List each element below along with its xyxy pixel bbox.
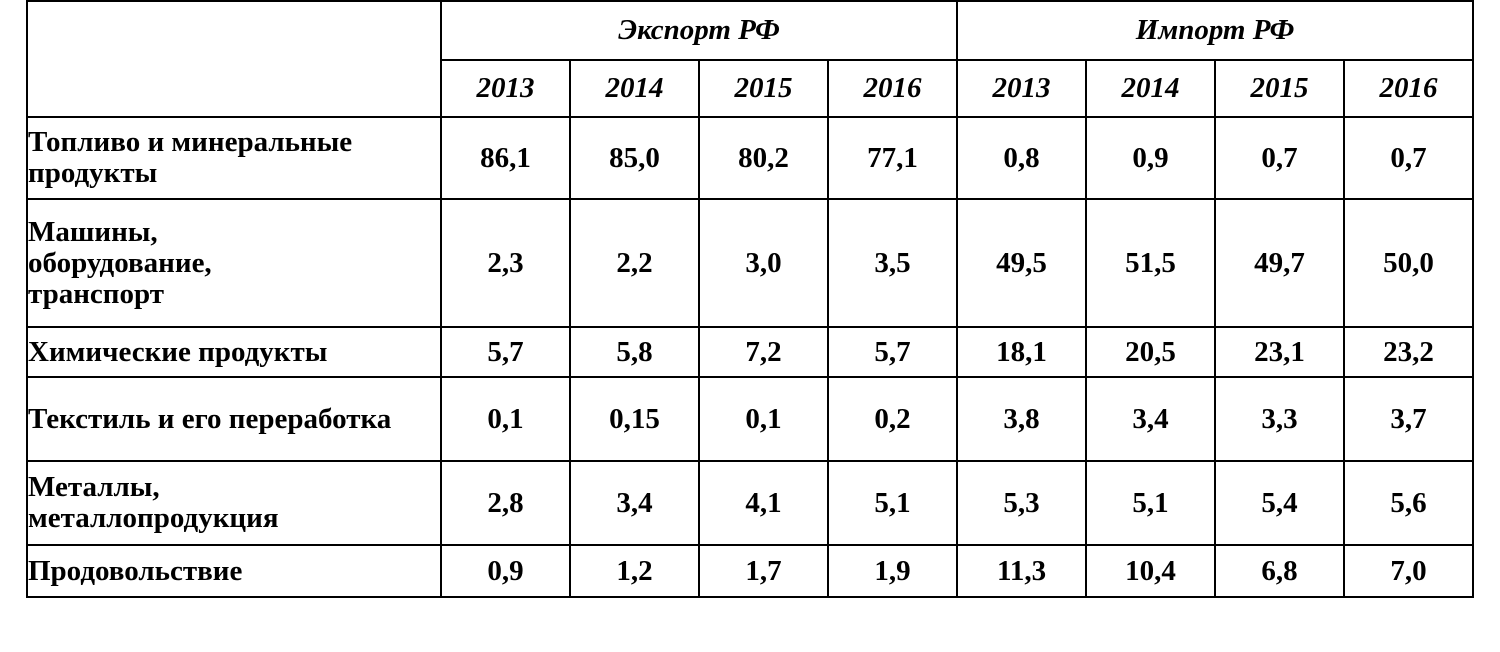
import-value-cell: 5,4 xyxy=(1214,460,1346,546)
export-value-cell: 1,7 xyxy=(698,544,829,598)
row-label: Металлы, металлопродукция xyxy=(26,460,442,546)
import-year-header: 2016 xyxy=(1343,59,1475,118)
row-label: Топливо и минеральные продукты xyxy=(26,116,442,200)
trade-structure-table: Экспорт РФ Импорт РФ 2013 2014 2015 2016… xyxy=(26,0,1475,598)
import-group-header: Импорт РФ xyxy=(956,0,1475,61)
export-value-cell: 1,2 xyxy=(569,544,700,598)
year-header-row: 2013 2014 2015 2016 2013 2014 2015 2016 xyxy=(27,59,1475,118)
import-year-header: 2014 xyxy=(1085,59,1217,118)
row-label: Текстиль и его переработка xyxy=(26,376,442,462)
export-value-cell: 3,4 xyxy=(569,460,700,546)
table-row: Химические продукты 5,7 5,8 7,2 5,7 18,1… xyxy=(26,326,1475,378)
import-value-cell: 23,1 xyxy=(1214,326,1346,378)
export-value-cell: 0,9 xyxy=(440,544,571,598)
export-value-cell: 5,8 xyxy=(569,326,700,378)
import-value-cell: 11,3 xyxy=(956,544,1088,598)
import-value-cell: 10,4 xyxy=(1085,544,1217,598)
export-value-cell: 0,1 xyxy=(440,376,571,462)
import-value-cell: 5,3 xyxy=(956,460,1088,546)
import-value-cell: 3,3 xyxy=(1214,376,1346,462)
import-value-cell: 7,0 xyxy=(1343,544,1475,598)
import-value-cell: 0,7 xyxy=(1343,116,1475,200)
corner-empty-cell xyxy=(26,0,442,118)
import-value-cell: 0,8 xyxy=(956,116,1088,200)
table-row: Текстиль и его переработка 0,1 0,15 0,1 … xyxy=(26,376,1475,462)
export-value-cell: 3,0 xyxy=(698,198,829,328)
import-value-cell: 3,7 xyxy=(1343,376,1475,462)
row-label: Химические продукты xyxy=(26,326,442,378)
table-row: Продовольствие 0,9 1,2 1,7 1,9 11,3 10,4… xyxy=(26,544,1475,598)
export-value-cell: 77,1 xyxy=(826,116,959,200)
export-value-cell: 1,9 xyxy=(826,544,959,598)
import-value-cell: 20,5 xyxy=(1085,326,1217,378)
export-year-header: 2014 xyxy=(569,59,700,118)
table-row: Металлы, металлопродукция 2,8 3,4 4,1 5,… xyxy=(26,460,1475,546)
row-label: Продовольствие xyxy=(26,544,442,598)
import-value-cell: 5,6 xyxy=(1343,460,1475,546)
export-group-header: Экспорт РФ xyxy=(439,0,959,61)
import-value-cell: 3,4 xyxy=(1085,376,1217,462)
row-label: Машины, оборудование, транспорт xyxy=(26,198,442,328)
table-row: Машины, оборудование, транспорт 2,3 2,2 … xyxy=(26,198,1475,328)
import-value-cell: 3,8 xyxy=(956,376,1088,462)
export-value-cell: 2,8 xyxy=(440,460,571,546)
import-value-cell: 49,5 xyxy=(956,198,1088,328)
export-value-cell: 4,1 xyxy=(698,460,829,546)
import-year-header: 2015 xyxy=(1214,59,1346,118)
export-year-header: 2015 xyxy=(698,59,829,118)
import-value-cell: 18,1 xyxy=(956,326,1088,378)
export-value-cell: 86,1 xyxy=(440,116,571,200)
export-value-cell: 80,2 xyxy=(698,116,829,200)
import-value-cell: 50,0 xyxy=(1343,198,1475,328)
export-year-header: 2013 xyxy=(440,59,571,118)
table-row: Топливо и минеральные продукты 86,1 85,0… xyxy=(26,116,1475,200)
group-header-row: Экспорт РФ Импорт РФ xyxy=(26,0,1475,118)
export-value-cell: 2,3 xyxy=(440,198,571,328)
export-value-cell: 7,2 xyxy=(698,326,829,378)
import-value-cell: 51,5 xyxy=(1085,198,1217,328)
export-value-cell: 5,7 xyxy=(440,326,571,378)
export-value-cell: 0,15 xyxy=(569,376,700,462)
export-value-cell: 0,2 xyxy=(826,376,959,462)
import-value-cell: 23,2 xyxy=(1343,326,1475,378)
import-value-cell: 49,7 xyxy=(1214,198,1346,328)
export-year-header: 2016 xyxy=(826,59,959,118)
import-value-cell: 6,8 xyxy=(1214,544,1346,598)
export-value-cell: 5,1 xyxy=(826,460,959,546)
import-year-header: 2013 xyxy=(956,59,1088,118)
export-value-cell: 5,7 xyxy=(826,326,959,378)
export-value-cell: 3,5 xyxy=(826,198,959,328)
import-value-cell: 5,1 xyxy=(1085,460,1217,546)
export-value-cell: 0,1 xyxy=(698,376,829,462)
export-value-cell: 2,2 xyxy=(569,198,700,328)
import-value-cell: 0,7 xyxy=(1214,116,1346,200)
export-value-cell: 85,0 xyxy=(569,116,700,200)
import-value-cell: 0,9 xyxy=(1085,116,1217,200)
